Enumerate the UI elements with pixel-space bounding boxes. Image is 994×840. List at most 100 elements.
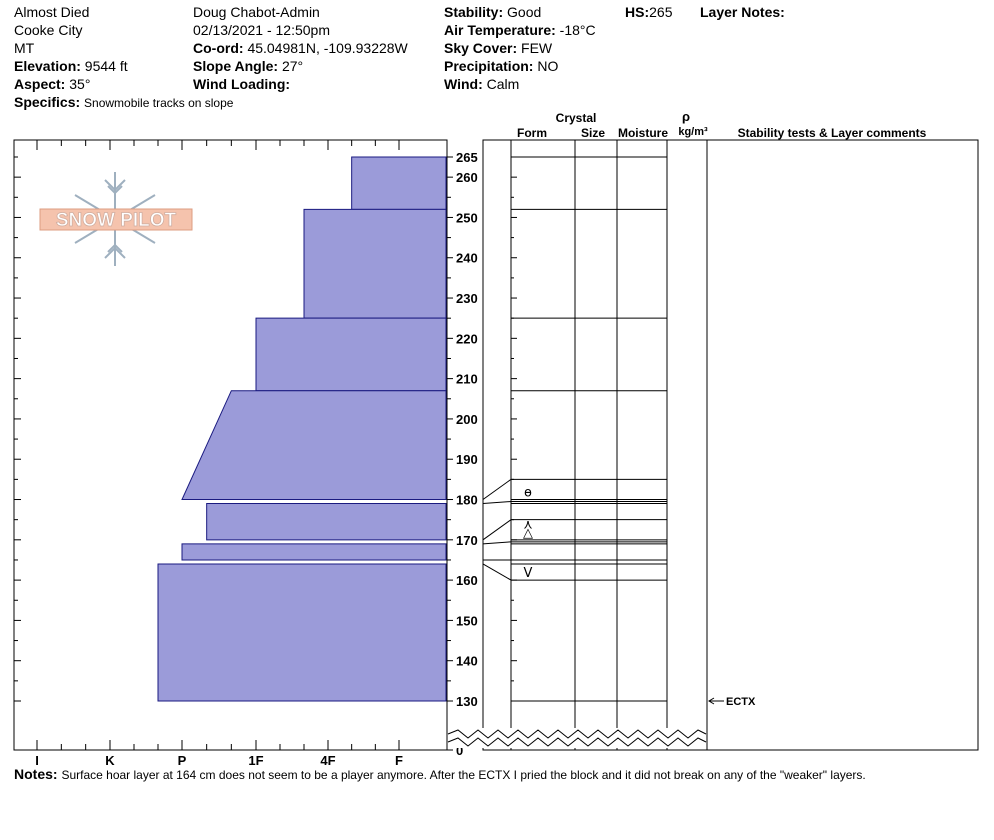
- hardness-tick-label: I: [35, 753, 39, 768]
- stability-header: Stability tests & Layer comments: [738, 126, 927, 140]
- precipitation: Precipitation: NO: [444, 57, 558, 75]
- height-tick-label: 160: [456, 573, 478, 588]
- region: Cooke City: [14, 22, 83, 38]
- hs-value: 265: [649, 4, 673, 20]
- hardness-layer: [206, 503, 447, 541]
- slope-value: 27°: [281, 58, 304, 74]
- height-tick-label: 180: [456, 493, 478, 508]
- height-tick-label: 265: [456, 150, 478, 165]
- hs-label: HS:: [625, 4, 650, 20]
- grain-symbols: ɵ ⋏△ V: [523, 485, 533, 581]
- precip-label: Precipitation:: [444, 58, 534, 74]
- hardness-layers: [157, 156, 447, 702]
- aspect-label: Aspect:: [14, 76, 66, 92]
- specifics: Specifics: Snowmobile tracks on slope: [14, 93, 233, 112]
- elevation-value: 9544 ft: [84, 58, 128, 74]
- slope-angle: Slope Angle: 27°: [193, 57, 303, 75]
- height-tick-label: 140: [456, 654, 478, 669]
- precip-value: NO: [537, 58, 559, 74]
- density-unit-header: kg/m³: [678, 126, 708, 138]
- height-tick-label: 130: [456, 694, 478, 709]
- slope-label: Slope Angle:: [193, 58, 279, 74]
- logo-banner: [39, 208, 193, 231]
- grain-form-symbol: ⋏: [523, 518, 533, 533]
- notes-label: Notes:: [14, 766, 58, 782]
- coord-label: Co-ord:: [193, 40, 244, 56]
- snow-height: HS:265: [625, 3, 672, 21]
- hardness-tick-label: F: [395, 753, 403, 768]
- wind-loading-label: Wind Loading:: [193, 76, 291, 92]
- height-tick-label: 230: [456, 291, 478, 306]
- notes-text: Surface hoar layer at 164 cm does not se…: [61, 768, 866, 782]
- sky-cover: Sky Cover: FEW: [444, 39, 552, 57]
- stability-value: Good: [507, 4, 542, 20]
- hardness-layer: [181, 543, 447, 561]
- elevation: Elevation: 9544 ft: [14, 57, 128, 75]
- hardness-layer: [181, 390, 447, 501]
- form-header: Form: [517, 126, 547, 140]
- stability-test-arrowhead: [708, 697, 715, 705]
- height-tick-label: 170: [456, 533, 478, 548]
- state: MT: [14, 40, 35, 56]
- specifics-value: Snowmobile tracks on slope: [84, 96, 234, 110]
- height-tick-label: 240: [456, 251, 478, 266]
- aspect: Aspect: 35°: [14, 75, 90, 93]
- wind-label: Wind:: [444, 76, 483, 92]
- stability-test-label: ECTX: [726, 696, 756, 708]
- specifics-label: Specifics:: [14, 94, 81, 110]
- layer-connector: [482, 563, 512, 581]
- hardness-layer: [157, 563, 447, 702]
- elevation-label: Elevation:: [14, 58, 81, 74]
- height-tick-label: 190: [456, 452, 478, 467]
- height-tick-label: 0: [456, 743, 463, 758]
- stability-label: Stability:: [444, 4, 504, 20]
- stability: Stability: Good: [444, 3, 541, 21]
- stability-tests: ECTX: [708, 696, 756, 708]
- coord-value: 45.04981N, -109.93228W: [247, 40, 408, 56]
- height-tick-label: 250: [456, 210, 478, 225]
- air-temp-value: -18°C: [559, 22, 596, 38]
- size-header: Size: [581, 126, 605, 140]
- layer-connector: [482, 501, 512, 505]
- air-temp-label: Air Temperature:: [444, 22, 556, 38]
- layer-notes-label: Layer Notes:: [700, 4, 785, 20]
- location-name: Almost Died: [14, 4, 90, 20]
- crystal-header: Crystal: [556, 111, 597, 125]
- hardness-tick-label: K: [105, 753, 115, 768]
- axis-break: [447, 728, 707, 748]
- height-tick-label: 200: [456, 412, 478, 427]
- observer: Doug Chabot-Admin: [193, 4, 320, 20]
- coordinates: Co-ord: 45.04981N, -109.93228W: [193, 39, 408, 57]
- crystal-panel: [482, 139, 979, 751]
- axis-break-upper: [447, 729, 707, 739]
- height-tick-label: 260: [456, 170, 478, 185]
- air-temperature: Air Temperature: -18°C: [444, 21, 596, 39]
- height-tick-label: 150: [456, 613, 478, 628]
- layer-lines: [482, 156, 667, 702]
- hardness-layer: [351, 156, 447, 210]
- grain-form-symbol: ɵ: [524, 485, 532, 500]
- height-ticks: 0 130 140 150 160 170 180 190 200 210 220 230 240 250…: [447, 150, 517, 758]
- grain-form-symbol: V: [524, 566, 533, 581]
- layer-notes: Layer Notes:: [700, 3, 785, 21]
- datetime: 02/13/2021 - 12:50pm: [193, 22, 330, 38]
- layer-connector: [482, 541, 512, 545]
- rho-header: ρ: [682, 109, 690, 124]
- hardness-tick-label: 4F: [320, 753, 335, 768]
- grain-form-symbol: △: [523, 526, 533, 541]
- snowpilot-logo: SNOW PILOT: [39, 172, 193, 266]
- hardness-tick-label: 1F: [248, 753, 263, 768]
- height-tick-label: 220: [456, 331, 478, 346]
- moisture-header: Moisture: [618, 126, 668, 140]
- layer-connector: [482, 478, 512, 500]
- logo-text: SNOW PILOT: [56, 210, 177, 231]
- sky-value: FEW: [521, 40, 553, 56]
- notes: Notes: Surface hoar layer at 164 cm does…: [14, 766, 866, 782]
- hardness-layer: [255, 317, 447, 392]
- wind-value: Calm: [486, 76, 520, 92]
- height-tick-label: 210: [456, 372, 478, 387]
- aspect-value: 35°: [69, 76, 91, 92]
- wind: Wind: Calm: [444, 75, 519, 93]
- axis-break-lower: [447, 737, 707, 747]
